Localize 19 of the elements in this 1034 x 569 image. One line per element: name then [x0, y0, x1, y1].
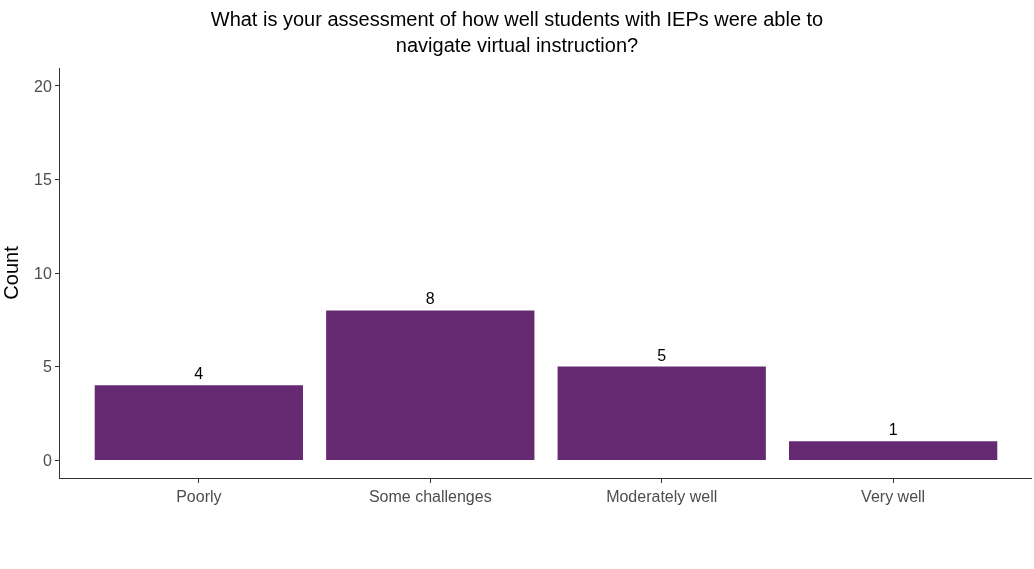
y-tick-label: 0 [42, 451, 52, 469]
x-tick-label: Moderately well [606, 488, 718, 506]
bar [94, 385, 303, 461]
data-label: 1 [888, 421, 898, 439]
x-tick-label: Some challenges [368, 488, 492, 506]
x-tick-label: Very well [861, 488, 926, 506]
bar [557, 366, 766, 461]
x-tick-label: Poorly [176, 488, 222, 506]
y-axis-title: Count [0, 245, 22, 300]
chart-title: What is your assessment of how well students with IEPs were able to navigate virtual instruction? [210, 7, 824, 56]
y-tick-label: 5 [42, 358, 52, 376]
bar [789, 441, 998, 461]
data-label: 4 [194, 365, 204, 383]
data-label: 5 [657, 346, 667, 364]
y-tick-label: 10 [34, 264, 52, 282]
bar [326, 310, 535, 461]
data-label: 8 [425, 290, 435, 308]
y-tick-label: 20 [34, 77, 52, 95]
y-tick-label: 15 [34, 171, 52, 189]
